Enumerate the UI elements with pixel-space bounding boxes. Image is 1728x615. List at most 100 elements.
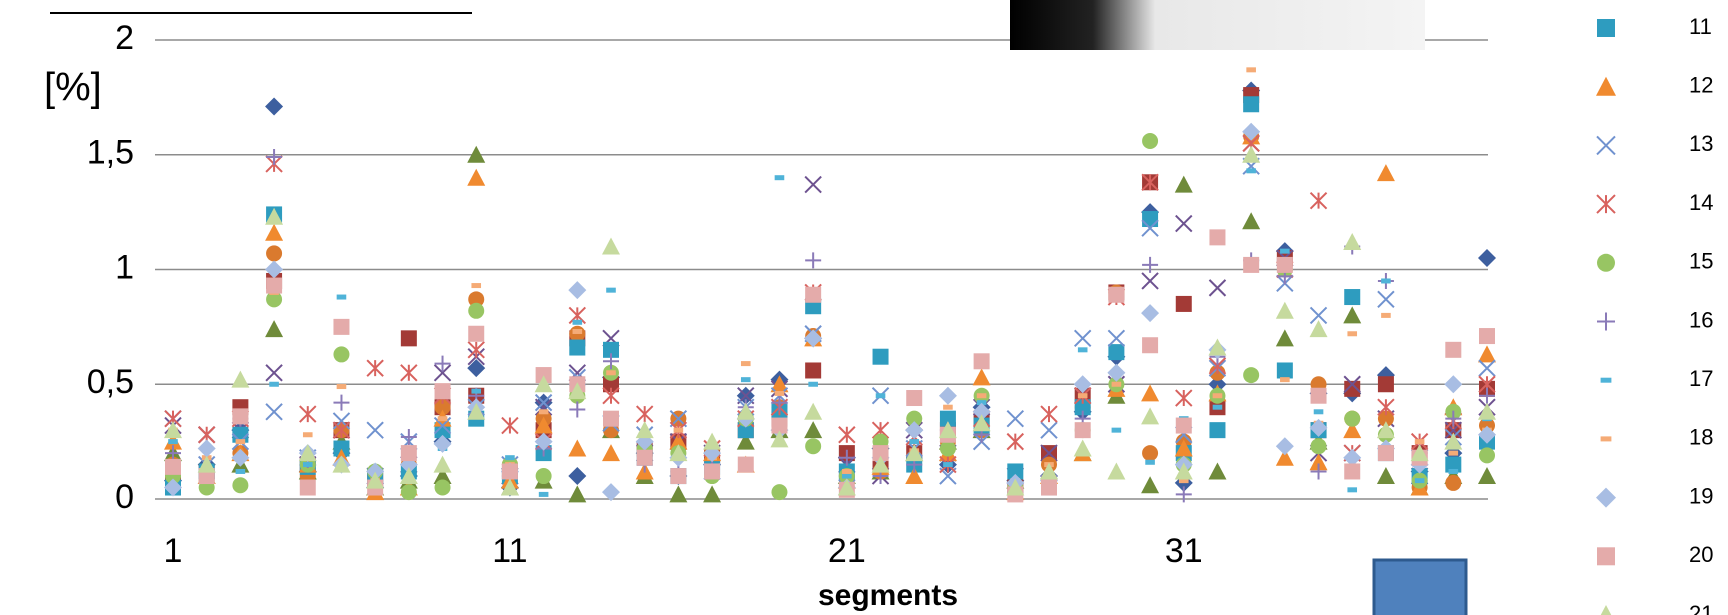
marker-triangle (534, 375, 553, 393)
marker-dash (1280, 377, 1290, 383)
marker-diamond (1242, 122, 1261, 141)
marker-x (1141, 219, 1159, 237)
marker-dash (875, 393, 886, 399)
marker-triangle (669, 444, 688, 462)
marker-x (534, 398, 553, 416)
marker-plus (569, 401, 586, 418)
marker-triangle (1242, 212, 1261, 230)
marker-star (467, 341, 485, 359)
marker-triangle (265, 320, 284, 338)
y-tick-label: 0 (115, 478, 134, 516)
marker-plus (805, 252, 822, 269)
marker-diamond (1596, 487, 1616, 508)
marker-circle (468, 302, 485, 319)
marker-square (232, 408, 249, 425)
marker-triangle (703, 432, 722, 450)
marker-triangle (1141, 384, 1160, 402)
marker-triangle (1343, 232, 1362, 250)
marker-square (1243, 96, 1260, 113)
marker-circle (1377, 410, 1394, 427)
marker-triangle (231, 370, 250, 388)
marker-dash (740, 361, 751, 367)
marker-dash (1212, 393, 1223, 399)
marker-x (1006, 409, 1025, 428)
marker-square (603, 410, 619, 427)
marker-square (535, 367, 552, 384)
marker-star (1175, 389, 1193, 407)
marker-square (1344, 463, 1361, 480)
marker-triangle (1174, 462, 1193, 480)
marker-dash (740, 377, 751, 383)
marker-x (1596, 135, 1616, 156)
marker-star (400, 364, 418, 382)
marker-dash (1448, 468, 1459, 474)
x-tick-label: 31 (1165, 532, 1203, 570)
marker-dash (336, 384, 347, 390)
marker-diamond (1208, 375, 1227, 394)
marker-x (1073, 329, 1092, 348)
marker-triangle (467, 402, 486, 420)
marker-square (670, 468, 687, 485)
marker-triangle (467, 168, 486, 186)
marker-square (1479, 328, 1495, 345)
marker-square (400, 445, 417, 462)
marker-dash (808, 381, 818, 387)
marker-diamond (433, 434, 452, 453)
marker-circle (906, 410, 923, 427)
marker-diamond (568, 467, 587, 486)
marker-dash (943, 462, 953, 468)
marker-triangle (265, 223, 284, 241)
marker-square (1041, 479, 1057, 496)
x-tick-label: 1 (164, 532, 183, 570)
marker-circle (468, 291, 485, 308)
marker-dash (1077, 347, 1088, 353)
marker-triangle (1275, 329, 1294, 347)
marker-dash (1111, 381, 1122, 387)
legend-label: 17 (1689, 366, 1713, 391)
marker-dash (302, 432, 313, 438)
marker-triangle (467, 145, 486, 163)
marker-triangle (568, 382, 587, 400)
marker-circle (333, 346, 350, 363)
marker-x (804, 175, 822, 194)
marker-triangle (1596, 76, 1616, 96)
x-tick-label: 21 (828, 532, 866, 570)
marker-triangle (669, 432, 688, 450)
marker-dash (842, 473, 852, 479)
legend: 11 12 13 14 15 16 17 18 19 20 21 (1596, 14, 1713, 615)
marker-triangle (972, 368, 991, 386)
marker-dash (909, 439, 920, 445)
marker-diamond (164, 478, 182, 497)
marker-x (1040, 421, 1058, 439)
marker-square (1377, 445, 1394, 462)
marker-dash (269, 381, 279, 387)
marker-triangle (1208, 338, 1227, 356)
marker-circle (400, 484, 417, 501)
marker-diamond (602, 483, 620, 502)
marker-triangle (1174, 175, 1193, 193)
marker-square (266, 277, 283, 294)
marker-plus (1479, 387, 1495, 404)
marker-square (1344, 289, 1361, 306)
marker-dash (774, 390, 785, 396)
marker-triangle (837, 478, 856, 496)
marker-star (1040, 405, 1058, 423)
marker-triangle (1309, 453, 1328, 471)
marker-circle (1597, 253, 1615, 272)
marker-triangle (197, 455, 216, 473)
marker-circle (1479, 447, 1495, 464)
marker-plus (266, 149, 283, 166)
marker-x (265, 403, 283, 421)
marker-star (299, 405, 317, 423)
marker-x (1444, 421, 1463, 439)
marker-diamond (1275, 437, 1294, 456)
marker-x (1141, 272, 1159, 290)
marker-triangle (736, 432, 755, 450)
marker-dash (471, 283, 482, 289)
marker-x (1309, 306, 1328, 325)
marker-circle (939, 440, 956, 457)
marker-square (333, 318, 350, 335)
marker-dash (774, 175, 785, 181)
marker-circle (1310, 438, 1327, 455)
marker-triangle (736, 402, 755, 420)
